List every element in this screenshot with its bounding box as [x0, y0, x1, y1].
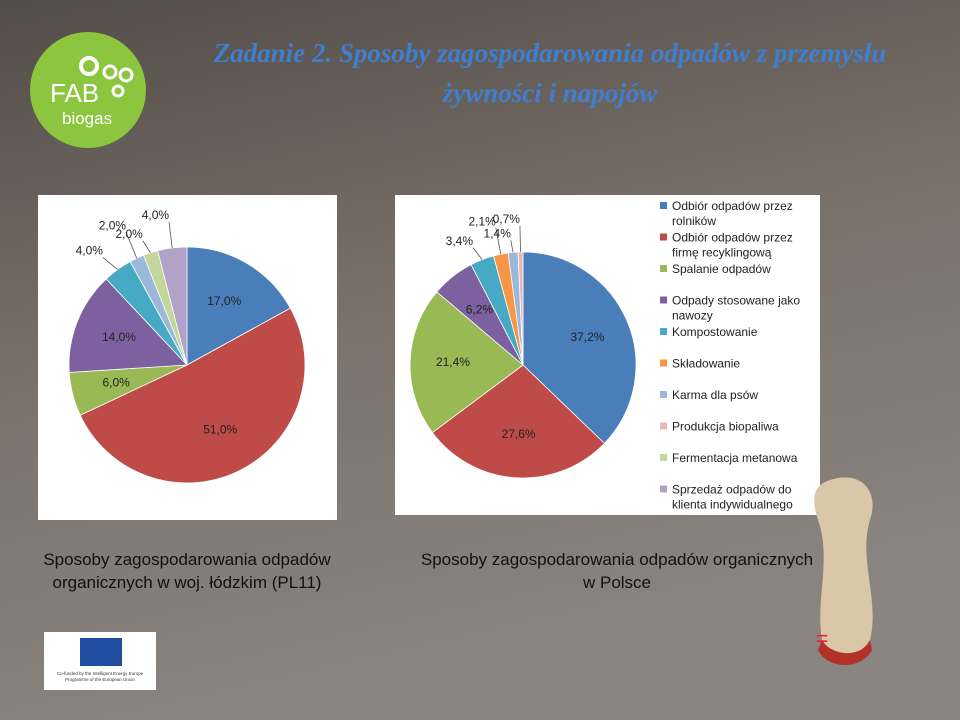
legend-label: Odpady stosowane jako nawozy	[672, 294, 803, 323]
eu-note: Co-funded by the Intelligent Energy Euro…	[57, 671, 144, 676]
legend-swatch	[660, 233, 667, 241]
data-label: 2,1%	[469, 214, 497, 228]
logo-text: FAB	[50, 78, 99, 108]
pie-slice	[186, 246, 291, 366]
legend-label: Spalanie odpadów	[672, 262, 771, 276]
data-label: 17,0%	[207, 294, 241, 308]
legend-swatch	[660, 265, 667, 272]
leader-line	[168, 221, 173, 248]
data-label: 4,0%	[142, 208, 170, 222]
legend-label: Produkcja biopaliwa	[672, 420, 779, 434]
chart-caption: organicznych w woj. łódzkim (PL11)	[53, 573, 322, 592]
legend-label: Składowanie	[672, 357, 740, 371]
data-label: 21,4%	[436, 355, 470, 369]
legend-swatch	[660, 296, 667, 304]
eu-note: Programme of the European Union	[65, 677, 135, 682]
legend-label: Fermentacja metanowa	[672, 451, 798, 465]
legend-label: Karma dla psów	[672, 388, 758, 402]
data-label: 2,0%	[99, 218, 127, 232]
apple	[814, 477, 873, 666]
data-label: 4,0%	[76, 244, 104, 258]
pie-slice	[431, 364, 605, 479]
leader-line	[519, 226, 521, 253]
data-label: 2,0%	[115, 227, 143, 241]
leader-line	[142, 240, 151, 253]
leader-line	[125, 232, 138, 259]
data-label: 1,4%	[484, 227, 512, 241]
data-label: 0,7%	[493, 212, 521, 226]
legend-swatch	[660, 202, 667, 209]
data-label: 14,0%	[102, 330, 136, 344]
data-label: 6,2%	[466, 302, 494, 316]
legend-label: Odbiór odpadów przez rolników	[672, 199, 796, 228]
legend-label: Kompostowanie	[672, 325, 758, 339]
pie-slice	[68, 278, 188, 373]
pie-slice	[409, 291, 524, 434]
leader-line	[472, 247, 483, 260]
legend-swatch	[660, 422, 667, 430]
data-label: 37,2%	[570, 330, 604, 344]
legend-swatch	[660, 328, 667, 335]
leader-line	[102, 257, 118, 270]
chart-caption: w Polsce	[582, 573, 651, 592]
legend-swatch	[660, 391, 667, 398]
title: żywności i napojów	[442, 78, 659, 108]
data-label: 27,6%	[502, 427, 536, 441]
leader-line	[510, 240, 514, 253]
mark-text: =	[816, 626, 829, 651]
legend-label: Sprzedaż odpadów do klienta indywidualne…	[672, 483, 795, 512]
data-label: 6,0%	[102, 375, 130, 389]
data-label: 3,4%	[446, 234, 474, 248]
data-label: 51,0%	[203, 422, 237, 436]
pie-slice	[79, 307, 306, 484]
chart-caption: Sposoby zagospodarowania odpadów organic…	[421, 550, 813, 569]
legend-label: Odbiór odpadów przez firmę recyklingową	[672, 231, 796, 260]
legend-swatch	[660, 454, 667, 461]
eu-logo: Co-funded by the Intelligent Energy Euro…	[44, 632, 156, 690]
logo-subtext: biogas	[62, 109, 112, 128]
legend-swatch	[660, 359, 667, 367]
legend-swatch	[660, 485, 667, 493]
leader-line	[495, 228, 502, 255]
chart-caption: Sposoby zagospodarowania odpadów	[43, 550, 331, 569]
title: Zadanie 2. Sposoby zagospodarowania odpa…	[213, 38, 887, 68]
pie-slice	[522, 251, 637, 444]
logo: FAB biogas	[30, 32, 146, 148]
